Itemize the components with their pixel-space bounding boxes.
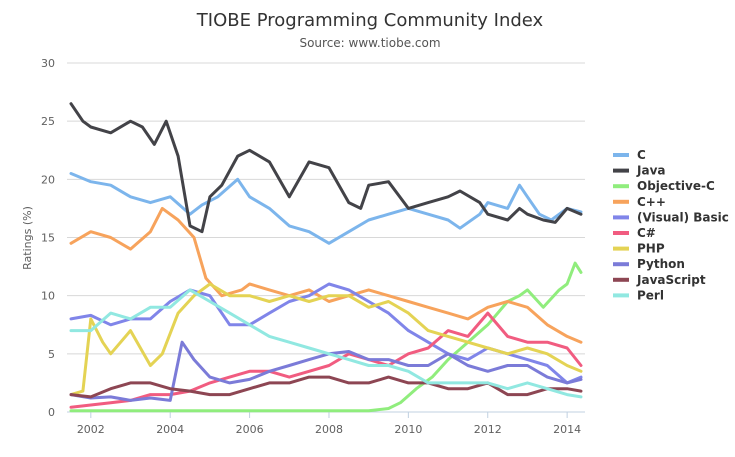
y-tick-label: 30 bbox=[41, 57, 55, 70]
legend-label: Perl bbox=[637, 288, 664, 302]
y-axis-label: Ratings (%) bbox=[21, 206, 34, 270]
legend-item-php[interactable]: PHP bbox=[613, 242, 665, 256]
series-line-php[interactable] bbox=[69, 282, 583, 397]
legend-item-c[interactable]: C++ bbox=[613, 195, 666, 209]
gridlines bbox=[67, 62, 585, 355]
series-lines bbox=[69, 102, 583, 413]
x-tick-label: 2014 bbox=[553, 423, 581, 436]
x-tick-label: 2010 bbox=[394, 423, 422, 436]
y-tick-label: 5 bbox=[48, 348, 55, 361]
series-line-javascript[interactable] bbox=[69, 375, 583, 399]
legend-item-visual-basic[interactable]: (Visual) Basic bbox=[613, 210, 729, 224]
x-tick-label: 2002 bbox=[77, 423, 105, 436]
series-line-objective-c[interactable] bbox=[69, 261, 583, 413]
y-tick-label: 15 bbox=[41, 232, 55, 245]
legend-label: (Visual) Basic bbox=[637, 210, 729, 224]
y-tick-label: 25 bbox=[41, 115, 55, 128]
y-tick-label: 10 bbox=[41, 290, 55, 303]
legend-label: Java bbox=[636, 164, 665, 178]
x-tick-label: 2008 bbox=[315, 423, 343, 436]
legend-item-javascript[interactable]: JavaScript bbox=[613, 273, 706, 287]
x-tick-label: 2006 bbox=[236, 423, 264, 436]
y-axis-ticks: 0 5 10 15 20 25 30 bbox=[41, 57, 55, 419]
series-line-perl[interactable] bbox=[69, 288, 583, 399]
series-line-c[interactable] bbox=[69, 172, 583, 245]
legend-item-c[interactable]: C bbox=[613, 148, 646, 162]
series-line-python[interactable] bbox=[69, 340, 583, 402]
legend-label: PHP bbox=[637, 242, 665, 256]
legend-item-java[interactable]: Java bbox=[613, 164, 665, 178]
series-line-java[interactable] bbox=[69, 102, 583, 234]
legend-item-c[interactable]: C# bbox=[613, 226, 656, 240]
legend-label: JavaScript bbox=[636, 273, 706, 287]
legend-label: Python bbox=[637, 257, 685, 271]
legend-label: Objective-C bbox=[637, 179, 715, 193]
chart-title: TIOBE Programming Community Index bbox=[196, 10, 544, 31]
x-tick-label: 2004 bbox=[156, 423, 184, 436]
x-axis-ticks: 2002 2004 2006 2008 2010 2012 2014 bbox=[77, 412, 581, 436]
legend-item-perl[interactable]: Perl bbox=[613, 288, 664, 302]
series-line-c[interactable] bbox=[69, 206, 583, 344]
series-line-c[interactable] bbox=[69, 311, 583, 409]
y-tick-label: 20 bbox=[41, 173, 55, 186]
legend-label: C bbox=[637, 148, 646, 162]
chart-subtitle: Source: www.tiobe.com bbox=[299, 36, 440, 50]
legend-label: C++ bbox=[637, 195, 666, 209]
legend-label: C# bbox=[637, 226, 656, 240]
x-tick-label: 2012 bbox=[474, 423, 502, 436]
legend-item-objective-c[interactable]: Objective-C bbox=[613, 179, 715, 193]
legend-item-python[interactable]: Python bbox=[613, 257, 685, 271]
y-tick-label: 0 bbox=[48, 406, 55, 419]
